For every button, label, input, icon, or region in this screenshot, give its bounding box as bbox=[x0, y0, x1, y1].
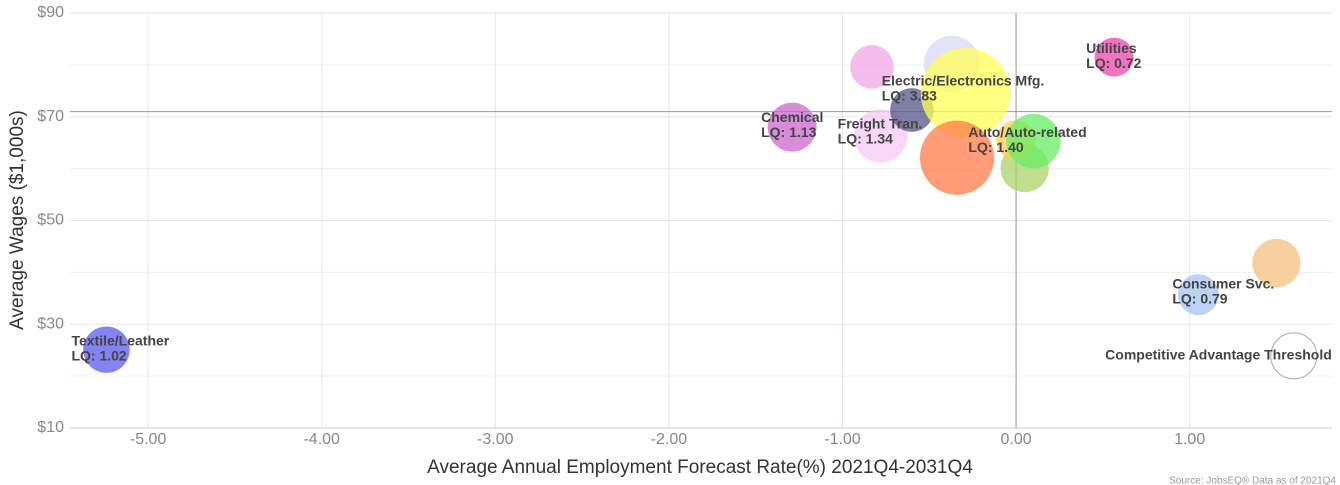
bubble-label: Consumer Svc. bbox=[1172, 275, 1274, 291]
x-tick-label: -5.00 bbox=[130, 431, 167, 448]
y-tick-label: $10 bbox=[37, 419, 64, 436]
bubble-label: Freight Tran. bbox=[838, 116, 923, 132]
bubble bbox=[850, 45, 894, 89]
x-tick-label: 0.00 bbox=[1000, 431, 1031, 448]
bubble-value-label: LQ: 1.13 bbox=[761, 124, 816, 140]
bubble-value-label: LQ: 1.34 bbox=[838, 131, 893, 147]
bubble-value-label: LQ: 0.79 bbox=[1172, 290, 1227, 306]
bubble bbox=[1252, 238, 1301, 288]
x-tick-label: 1.00 bbox=[1174, 431, 1205, 448]
bubble-label: Chemical bbox=[761, 109, 823, 125]
bubble bbox=[83, 326, 130, 373]
x-tick-label: -2.00 bbox=[651, 431, 688, 448]
bubble bbox=[1006, 113, 1061, 169]
bubble-value-label: LQ: 0.72 bbox=[1086, 55, 1141, 71]
x-tick-label: -1.00 bbox=[824, 431, 861, 448]
bubble bbox=[919, 120, 995, 195]
bubble-label: Utilities bbox=[1086, 40, 1137, 56]
y-axis-title: Average Wages ($1,000s) bbox=[7, 110, 28, 330]
bubble bbox=[1094, 37, 1134, 77]
bubble-value-label: LQ: 3.83 bbox=[882, 88, 937, 104]
bubble-label: Textile/Leather bbox=[71, 332, 169, 348]
bubble bbox=[920, 47, 1011, 138]
y-tick-label: $30 bbox=[37, 315, 64, 332]
bubble bbox=[854, 109, 908, 163]
bubble-label: Electric/Electronics Mfg. bbox=[882, 73, 1045, 89]
bubble bbox=[1270, 332, 1318, 380]
bubble-label: Auto/Auto-related bbox=[968, 124, 1086, 140]
x-axis-title: Average Annual Employment Forecast Rate(… bbox=[427, 457, 973, 478]
bubble-value-label: LQ: 1.40 bbox=[968, 139, 1023, 155]
x-tick-label: -4.00 bbox=[303, 431, 340, 448]
bubble-label: Competitive Advantage Threshold bbox=[1105, 347, 1332, 363]
source-note: Source: JobsEQ® Data as of 2021Q4 bbox=[1169, 476, 1336, 485]
y-tick-label: $90 bbox=[37, 4, 64, 21]
y-tick-label: $70 bbox=[37, 108, 64, 125]
bubble-value-label: LQ: 1.02 bbox=[71, 347, 126, 363]
bubble bbox=[767, 102, 817, 152]
y-tick-label: $50 bbox=[37, 212, 64, 229]
x-tick-label: -3.00 bbox=[477, 431, 514, 448]
bubble bbox=[1177, 274, 1219, 316]
